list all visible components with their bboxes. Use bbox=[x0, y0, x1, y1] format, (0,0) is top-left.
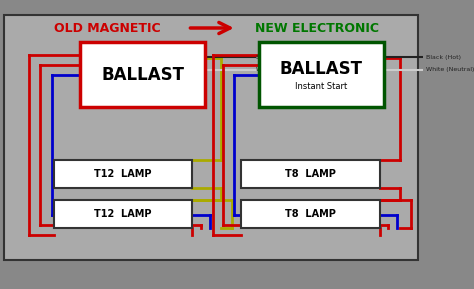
Text: White (Neutral): White (Neutral) bbox=[426, 68, 474, 73]
Text: T8  LAMP: T8 LAMP bbox=[285, 209, 336, 219]
Text: NEW ELECTRONIC: NEW ELECTRONIC bbox=[255, 21, 379, 34]
Bar bbox=[54, 200, 192, 228]
Bar bbox=[241, 160, 380, 188]
Text: Instant Start: Instant Start bbox=[295, 82, 347, 91]
Text: T8  LAMP: T8 LAMP bbox=[285, 169, 336, 179]
Text: White (Neutral): White (Neutral) bbox=[256, 68, 305, 73]
Text: BALLAST: BALLAST bbox=[280, 60, 363, 77]
Text: Black (Hot): Black (Hot) bbox=[426, 55, 461, 60]
Bar bbox=[81, 42, 205, 107]
Bar bbox=[54, 160, 192, 188]
Text: T12  LAMP: T12 LAMP bbox=[94, 209, 152, 219]
Bar bbox=[259, 42, 384, 107]
Bar bbox=[4, 15, 418, 260]
Text: Black (Hot): Black (Hot) bbox=[256, 55, 292, 60]
Text: T12  LAMP: T12 LAMP bbox=[94, 169, 152, 179]
Text: BALLAST: BALLAST bbox=[101, 66, 184, 84]
Text: OLD MAGNETIC: OLD MAGNETIC bbox=[54, 21, 161, 34]
Bar bbox=[241, 200, 380, 228]
